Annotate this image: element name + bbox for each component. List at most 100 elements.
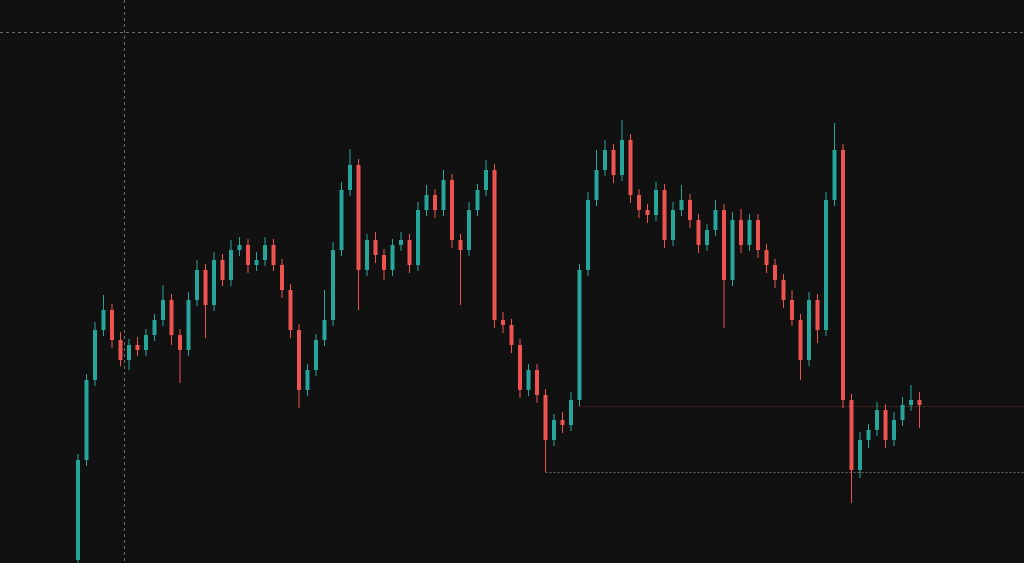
candle-body [764, 250, 769, 265]
candle-body [832, 150, 837, 200]
candle-body [611, 150, 616, 175]
candle-body [552, 420, 556, 440]
candle-body [144, 335, 148, 350]
candle-body [246, 245, 250, 265]
candle-body [475, 190, 480, 210]
candle-body [484, 170, 488, 190]
candle-body [586, 200, 590, 270]
candle-body [815, 300, 820, 330]
candle-body [509, 325, 514, 345]
candle-body [790, 300, 794, 320]
candle-body [917, 400, 922, 405]
candle-body [169, 300, 174, 335]
candle-body [178, 335, 182, 350]
candle-body [93, 330, 97, 380]
candle-body [722, 210, 726, 280]
candle-body [101, 310, 106, 330]
candle-body [390, 245, 395, 270]
candle-body [365, 240, 369, 270]
candle-body [603, 150, 607, 170]
candle-body [875, 410, 879, 430]
candle-body [407, 240, 412, 265]
candle-body [458, 240, 463, 250]
candle-body [756, 220, 760, 250]
candle-body [152, 320, 157, 335]
candle-body [543, 395, 548, 440]
candle-body [620, 140, 624, 175]
candle-body [688, 200, 692, 220]
candle-body [713, 210, 718, 230]
candle-body [654, 190, 658, 215]
candle-body [110, 310, 114, 340]
candle-body [373, 240, 378, 255]
candle-body [594, 170, 599, 200]
candle-body [569, 400, 573, 425]
candle-body [186, 300, 191, 350]
candle-body [798, 320, 803, 360]
candle-body [203, 270, 208, 305]
candle-body [492, 170, 497, 320]
candle-body [535, 370, 539, 395]
candle-body [467, 210, 471, 250]
candle-body [883, 410, 888, 440]
candle-body [254, 260, 259, 265]
candle-body [339, 190, 344, 250]
candle-body [399, 240, 403, 245]
candle-body [900, 405, 905, 420]
candle-body [866, 430, 871, 440]
candle-body [730, 220, 735, 280]
candle-body [747, 220, 752, 245]
candle-body [518, 345, 522, 390]
candle-body [135, 345, 140, 350]
candle-body [637, 195, 641, 210]
candle-body [237, 245, 242, 250]
candle-body [263, 245, 267, 260]
candle-body [348, 165, 352, 190]
candle-body [450, 180, 454, 240]
candle-body [628, 140, 633, 195]
candle-body [382, 255, 386, 270]
candle-body [739, 220, 743, 245]
candle-body [297, 330, 301, 390]
candle-body [526, 370, 531, 390]
candle-body [501, 320, 505, 325]
candle-body [781, 280, 786, 300]
candle-body [271, 245, 276, 265]
candle-body [858, 440, 862, 470]
candle-body [841, 150, 845, 400]
candle-body [892, 420, 896, 440]
candle-body [773, 265, 777, 280]
candle-body [441, 180, 446, 210]
candle-body [280, 265, 284, 290]
candle-body [84, 380, 89, 460]
candle-body [909, 400, 913, 405]
candle-body [356, 165, 361, 270]
candle-body [679, 200, 684, 210]
candle-body [671, 210, 675, 240]
candle-body [416, 210, 420, 265]
candle-body [824, 200, 828, 330]
candle-body [577, 270, 582, 400]
candle-body [705, 230, 709, 245]
candle-body [433, 195, 437, 210]
candle-body [118, 340, 123, 360]
candle-body [127, 345, 131, 360]
candle-body [314, 340, 318, 370]
candle-body [76, 460, 80, 560]
candle-body [807, 300, 811, 360]
candle-body [220, 260, 225, 280]
candle-body [195, 270, 199, 300]
candle-body [322, 320, 327, 340]
candle-body [331, 250, 335, 320]
candle-body [662, 190, 667, 240]
candle-body [696, 220, 701, 245]
candle-body [305, 370, 310, 390]
candle-body [560, 420, 565, 425]
candle-body [229, 250, 233, 280]
candle-body [424, 195, 429, 210]
candle-body [212, 260, 216, 305]
candle-body [849, 400, 854, 470]
